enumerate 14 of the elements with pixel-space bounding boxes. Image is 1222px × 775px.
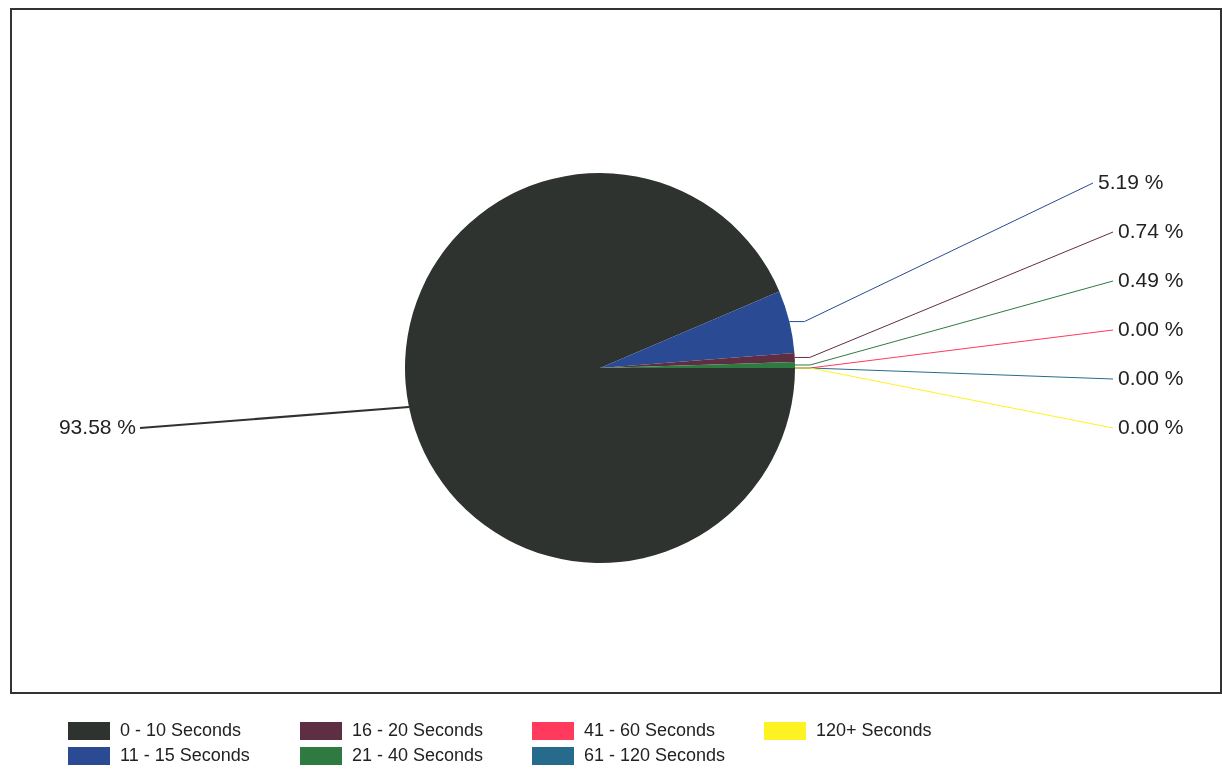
legend-label: 61 - 120 Seconds — [584, 745, 726, 766]
legend-label: 120+ Seconds — [816, 720, 932, 741]
text: 0.00 % — [1118, 365, 1184, 389]
legend-label: 21 - 40 Seconds — [352, 745, 484, 766]
data-label: 5.19 % — [1098, 169, 1164, 193]
data-label: 0.49 % — [1118, 267, 1184, 291]
data-label: 0.74 % — [1118, 218, 1184, 242]
legend-label: 41 - 60 Seconds — [584, 720, 716, 741]
data-label: 93.58 % — [58, 414, 136, 438]
legend-label: 0 - 10 Seconds — [120, 720, 242, 741]
legend-label: 16 - 20 Seconds — [352, 720, 484, 741]
text: 0.00 % — [1118, 316, 1184, 340]
legend-label: 11 - 15 Seconds — [120, 745, 250, 766]
text: 0.00 % — [1118, 414, 1184, 438]
